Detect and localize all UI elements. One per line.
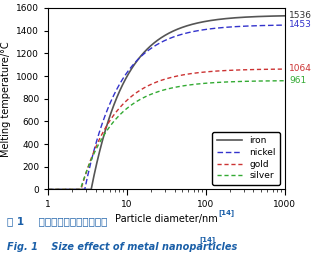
nickel [87,167,91,171]
silver [278,79,282,82]
silver [46,188,50,191]
iron [147,46,151,49]
Text: Fig. 1    Size effect of metal nanoparticles: Fig. 1 Size effect of metal nanoparticle… [7,242,237,253]
Text: 1453: 1453 [289,20,312,29]
silver [253,80,257,83]
Text: 1064: 1064 [289,64,312,73]
iron [253,15,257,18]
gold [87,162,91,165]
Text: [14]: [14] [218,209,234,216]
nickel [137,57,141,60]
gold [46,188,50,191]
X-axis label: Particle diameter/nm: Particle diameter/nm [115,214,218,224]
Text: 961: 961 [289,76,306,85]
Line: gold: gold [48,69,285,189]
gold [283,68,287,71]
silver [147,94,151,97]
Y-axis label: Melting temperature/°C: Melting temperature/°C [1,41,11,157]
Text: 图 1    金属纳米颗粒的尺寸效应: 图 1 金属纳米颗粒的尺寸效应 [7,216,107,226]
silver [73,188,77,191]
gold [253,68,257,71]
Text: 1536: 1536 [289,11,312,20]
Legend: iron, nickel, gold, silver: iron, nickel, gold, silver [212,132,280,185]
nickel [253,24,257,27]
silver [283,79,287,82]
silver [87,163,91,166]
Line: iron: iron [48,16,285,189]
nickel [73,188,77,191]
iron [46,188,50,191]
nickel [283,24,287,27]
Text: [14]: [14] [200,236,216,243]
gold [137,89,141,92]
iron [278,14,282,17]
iron [73,188,77,191]
iron [137,57,141,60]
Line: nickel: nickel [48,25,285,189]
nickel [147,48,151,51]
nickel [278,24,282,27]
silver [137,99,141,102]
gold [73,188,77,191]
gold [147,84,151,87]
Line: silver: silver [48,81,285,189]
nickel [46,188,50,191]
iron [87,188,91,191]
gold [278,68,282,71]
iron [283,14,287,17]
